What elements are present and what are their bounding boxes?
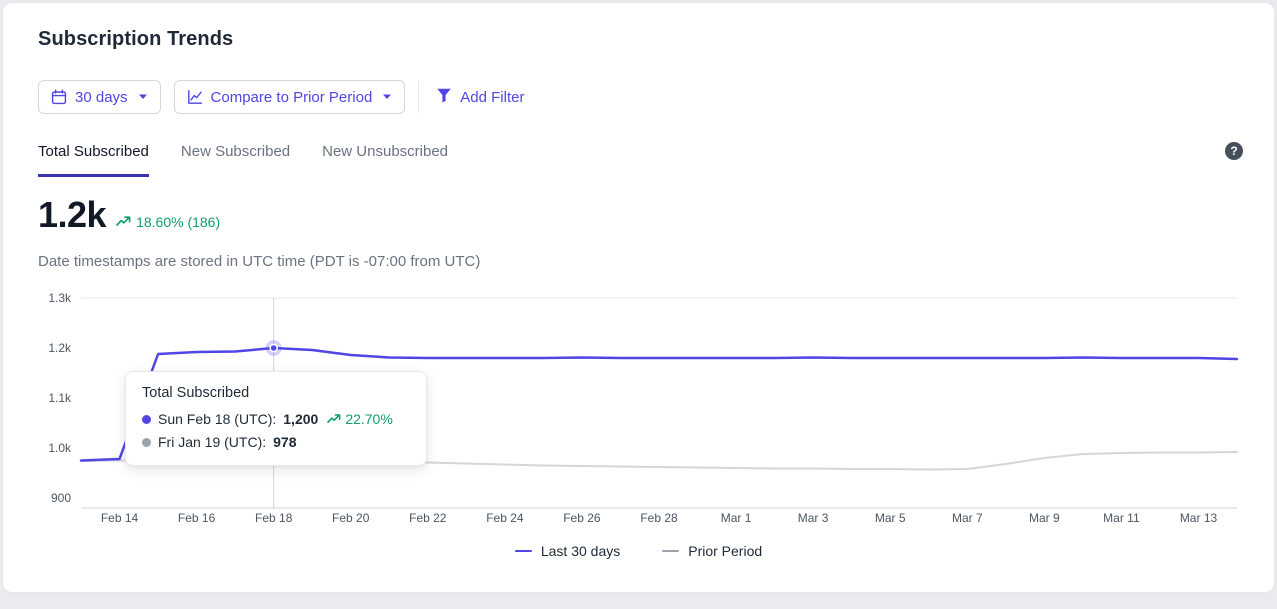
svg-text:1.3k: 1.3k: [48, 291, 72, 305]
trend-up-icon: [327, 410, 341, 428]
help-icon[interactable]: ?: [1225, 142, 1243, 160]
tooltip-value: 1,200: [283, 411, 319, 427]
tooltip-trend-text: 22.70%: [345, 411, 393, 427]
svg-text:Feb 28: Feb 28: [640, 511, 678, 525]
svg-text:Feb 26: Feb 26: [563, 511, 601, 525]
legend-label: Prior Period: [688, 543, 763, 559]
add-filter-label: Add Filter: [460, 88, 525, 106]
tab-bar: Total Subscribed New Subscribed New Unsu…: [38, 137, 448, 177]
toolbar-divider: [418, 81, 420, 113]
tab-total-subscribed[interactable]: Total Subscribed: [38, 137, 149, 177]
legend-line-swatch: [662, 549, 680, 553]
svg-text:Feb 14: Feb 14: [101, 511, 139, 525]
date-range-dropdown[interactable]: 30 days: [38, 80, 161, 114]
chevron-down-icon: [382, 94, 392, 100]
svg-text:Feb 24: Feb 24: [486, 511, 524, 525]
svg-text:Feb 22: Feb 22: [409, 511, 447, 525]
metric-value: 1.2k: [38, 194, 107, 235]
toolbar: 30 days Compare to Prior Period Add F: [38, 80, 528, 114]
chart-legend: Last 30 days Prior Period: [3, 543, 1274, 559]
svg-text:1.1k: 1.1k: [48, 391, 72, 405]
svg-text:Mar 13: Mar 13: [1180, 511, 1218, 525]
svg-text:Mar 5: Mar 5: [875, 511, 906, 525]
series-dot-current: [142, 414, 151, 424]
tab-new-subscribed[interactable]: New Subscribed: [181, 137, 290, 177]
page-title: Subscription Trends: [38, 28, 234, 50]
tooltip-title: Total Subscribed: [142, 385, 250, 401]
timezone-note: Date timestamps are stored in UTC time (…: [38, 253, 481, 270]
tooltip-date: Fri Jan 19 (UTC):: [158, 434, 267, 451]
chart-tooltip: Total Subscribed Sun Feb 18 (UTC): 1,200…: [125, 371, 427, 467]
tooltip-value: 978: [273, 434, 297, 451]
svg-text:Mar 3: Mar 3: [798, 511, 829, 525]
tab-new-unsubscribed[interactable]: New Unsubscribed: [322, 137, 448, 177]
subscription-trends-panel: Subscription Trends 30 days: [2, 2, 1275, 593]
series-dot-prior: [142, 437, 151, 447]
metric-trend-text: 18.60% (186): [136, 214, 221, 230]
tooltip-date: Sun Feb 18 (UTC):: [158, 411, 277, 427]
tab-label: New Unsubscribed: [322, 143, 449, 160]
trend-chart[interactable]: 1.3k 1.2k 1.1k 1.0k 900 Feb 14 Feb 16 Feb 18 Feb…: [15, 291, 1262, 536]
metric-trend: 18.60% (186): [116, 214, 220, 233]
svg-text:1.2k: 1.2k: [48, 341, 72, 355]
date-range-label: 30 days: [75, 88, 128, 106]
tooltip-trend: 22.70%: [327, 410, 393, 428]
compare-label: Compare to Prior Period: [210, 88, 373, 106]
tooltip-row-prior: Fri Jan 19 (UTC): 978: [142, 433, 410, 451]
legend-label: Last 30 days: [540, 543, 621, 559]
svg-text:Mar 1: Mar 1: [721, 511, 752, 525]
svg-text:Mar 9: Mar 9: [1029, 511, 1060, 525]
trend-up-icon: [116, 214, 131, 230]
svg-text:Mar 7: Mar 7: [952, 511, 983, 525]
help-glyph: ?: [1230, 144, 1238, 158]
calendar-icon: [51, 89, 67, 105]
add-filter-button[interactable]: Add Filter: [432, 88, 528, 107]
tab-label: Total Subscribed: [38, 143, 149, 160]
metric-summary: 1.2k 18.60% (186): [38, 197, 220, 233]
svg-text:1.0k: 1.0k: [48, 441, 72, 455]
tab-label: New Subscribed: [180, 143, 291, 160]
legend-item-last-30-days[interactable]: Last 30 days: [514, 543, 621, 559]
filter-funnel-icon: [436, 88, 452, 107]
legend-line-swatch: [514, 549, 532, 553]
compare-dropdown[interactable]: Compare to Prior Period: [173, 80, 406, 114]
svg-text:Feb 20: Feb 20: [332, 511, 370, 525]
compare-chart-icon: [187, 89, 203, 105]
chevron-down-icon: [138, 94, 148, 100]
legend-item-prior-period[interactable]: Prior Period: [662, 543, 762, 559]
tooltip-row-current: Sun Feb 18 (UTC): 1,200 22.70%: [142, 410, 410, 428]
svg-text:Feb 18: Feb 18: [255, 511, 293, 525]
svg-text:900: 900: [51, 491, 71, 505]
svg-text:Mar 11: Mar 11: [1103, 511, 1140, 525]
svg-text:Feb 16: Feb 16: [178, 511, 216, 525]
